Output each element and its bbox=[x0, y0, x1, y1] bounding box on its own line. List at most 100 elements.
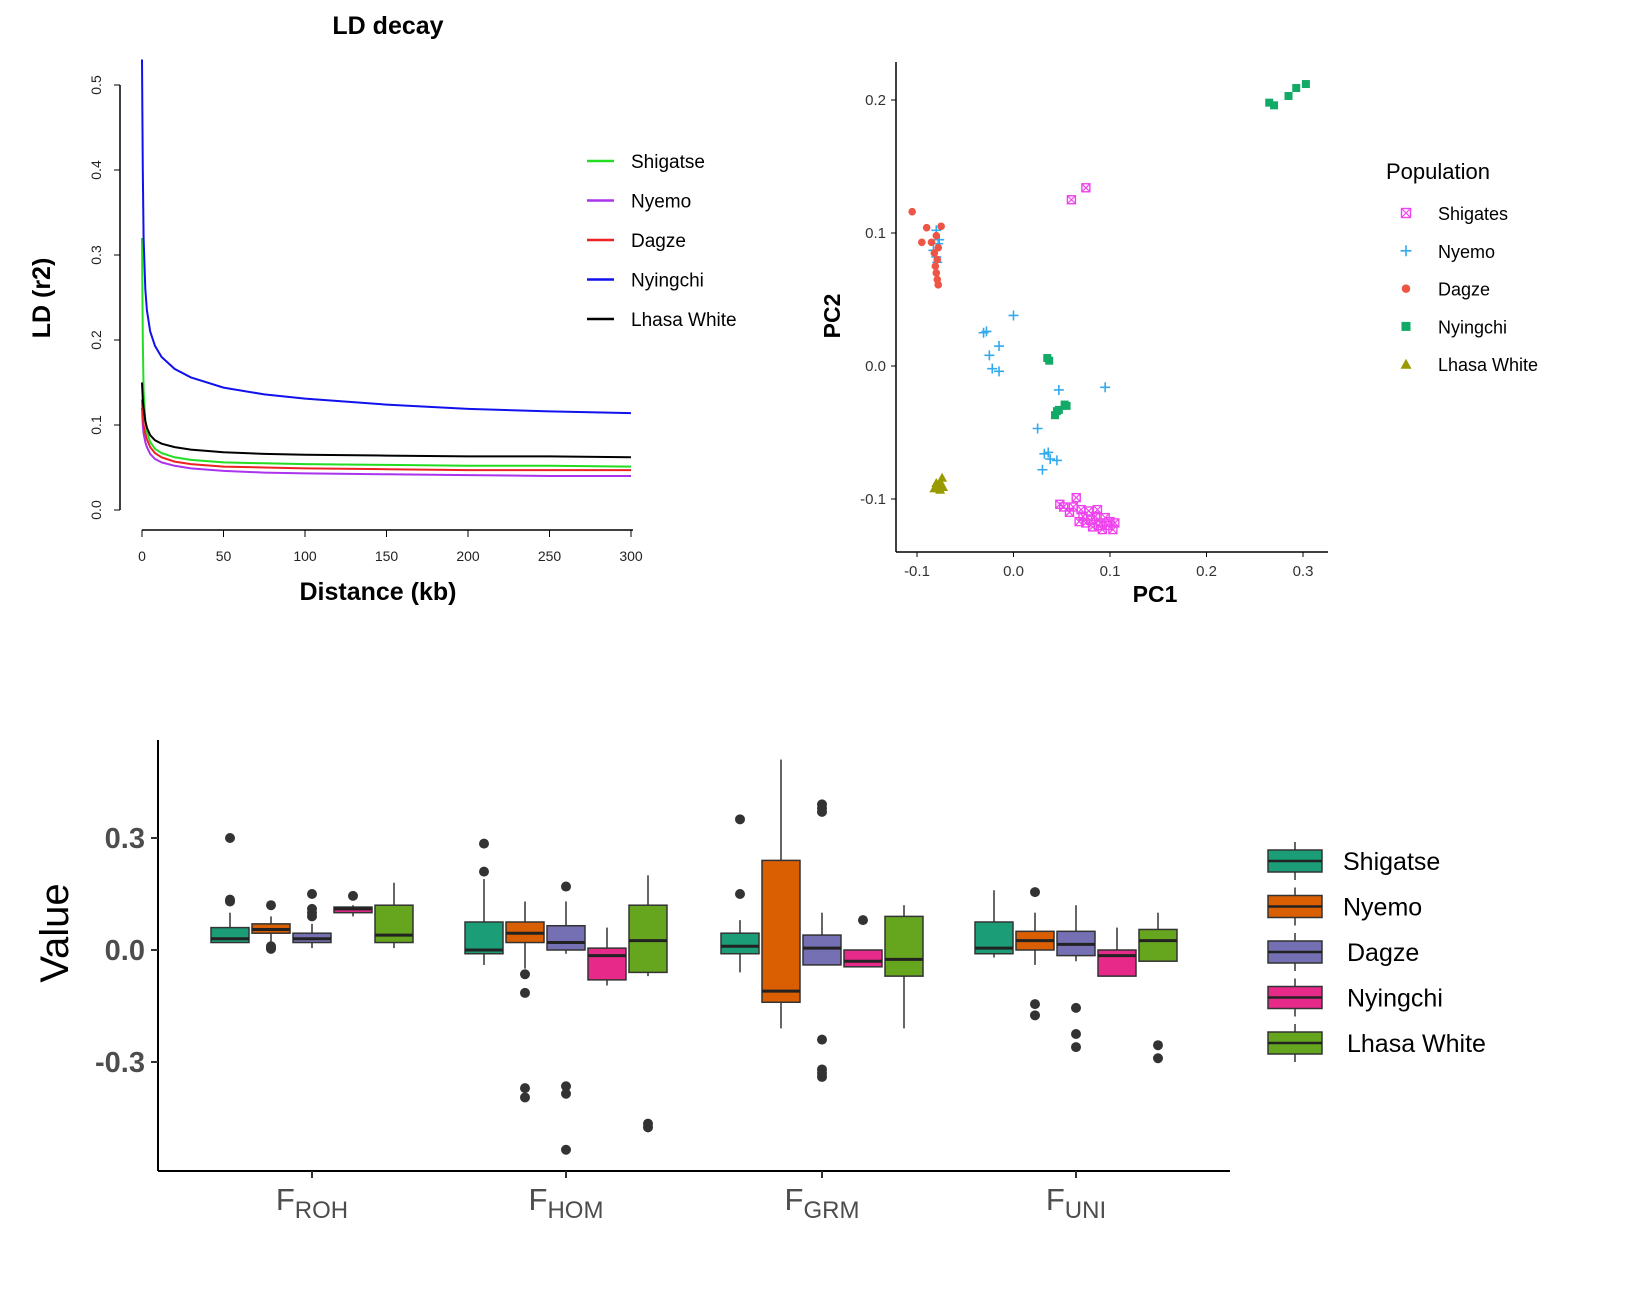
pca-point bbox=[1265, 98, 1274, 107]
box-legend-label: Nyemo bbox=[1343, 894, 1422, 922]
ld-y-tick-label: 0.3 bbox=[88, 245, 104, 265]
box-element bbox=[802, 799, 842, 1082]
ld-x-tick-label: 0 bbox=[138, 548, 146, 564]
box-outlier bbox=[561, 1088, 571, 1099]
box-outlier bbox=[307, 903, 317, 914]
ld-x-ticks: 0 50 100 150 200 250 300 bbox=[138, 530, 643, 564]
box-element bbox=[292, 889, 332, 949]
pca-point bbox=[1110, 518, 1120, 528]
box-outlier bbox=[1030, 1010, 1040, 1021]
box-outlier bbox=[561, 881, 571, 892]
box-outlier bbox=[479, 866, 489, 877]
box-outlier bbox=[817, 1071, 827, 1082]
ld-x-tick-label: 300 bbox=[619, 548, 643, 564]
box-legend-label: Lhasa White bbox=[1347, 1030, 1486, 1058]
pca-x-ticks: -0.1 0.0 0.1 0.2 0.3 bbox=[904, 552, 1313, 580]
pca-legend-key bbox=[1401, 321, 1411, 331]
box-element bbox=[546, 881, 586, 1155]
box-rect bbox=[374, 904, 414, 944]
box-element bbox=[1138, 912, 1178, 1064]
pca-point bbox=[1062, 401, 1071, 410]
pca-point bbox=[918, 238, 926, 247]
box-y-tick-label: 0.0 bbox=[105, 935, 145, 967]
ld-legend-label: Lhasa White bbox=[631, 310, 737, 331]
ld-y-tick-label: 0.4 bbox=[88, 160, 104, 180]
box-outlier bbox=[520, 1092, 530, 1103]
box-outlier bbox=[735, 814, 745, 825]
ld-x-label: Distance (kb) bbox=[300, 578, 457, 606]
box-rect bbox=[720, 932, 760, 955]
pca-legend-label: Nyingchi bbox=[1438, 317, 1507, 337]
box-outlier bbox=[307, 889, 317, 899]
ld-series-line bbox=[141, 407, 631, 477]
box-legend-item: Lhasa White bbox=[1267, 1024, 1486, 1062]
ld-x-tick-label: 100 bbox=[293, 548, 317, 564]
ld-lines bbox=[141, 59, 632, 477]
box-element bbox=[210, 833, 250, 944]
ld-legend-label: Nyemo bbox=[631, 192, 691, 213]
pca-point bbox=[1092, 504, 1103, 515]
ld-decay-svg: LD decay 0.0 0.1 0.2 0.3 0.4 0.5 0 50 100 150 200… bbox=[28, 12, 737, 606]
pca-svg: -0.1 0.0 0.1 0.2 -0.1 0.0 0.1 0.2 0.3 PC1 PC2 P… bbox=[819, 62, 1538, 607]
ld-y-tick-label: 0.5 bbox=[88, 75, 104, 95]
box-legend-item: Nyingchi bbox=[1267, 978, 1443, 1017]
box-element bbox=[884, 905, 924, 1029]
box-outlier bbox=[348, 890, 358, 901]
ld-x-tick-label: 150 bbox=[375, 548, 399, 564]
ld-decay-chart: LD decay 0.0 0.1 0.2 0.3 0.4 0.5 0 50 100 150 200… bbox=[0, 0, 800, 640]
box-outlier bbox=[817, 799, 827, 810]
box-rect bbox=[1097, 949, 1137, 977]
pca-x-tick-label: -0.1 bbox=[904, 563, 930, 580]
ld-y-label: LD (r2) bbox=[28, 258, 56, 339]
pca-point bbox=[1100, 382, 1111, 393]
pca-point bbox=[984, 350, 995, 361]
ld-series-line bbox=[141, 59, 632, 415]
box-rect bbox=[843, 949, 883, 968]
pca-points bbox=[908, 80, 1310, 535]
box-element bbox=[761, 759, 801, 1029]
pca-y-tick-label: 0.2 bbox=[865, 92, 886, 109]
pca-legend-label: Lhasa White bbox=[1438, 355, 1538, 375]
pca-point bbox=[1301, 80, 1310, 89]
pca-point bbox=[1032, 423, 1043, 434]
box-outlier bbox=[1071, 1002, 1081, 1013]
pca-legend-key bbox=[1400, 245, 1412, 257]
ld-x-tick-label: 200 bbox=[456, 548, 480, 564]
box-rect bbox=[802, 934, 842, 966]
pca-point bbox=[927, 238, 936, 247]
inbreeding-boxplot: 0.3 0.0 -0.3 FROH FHOM FGRM FUNI Value Shigat… bbox=[0, 680, 1631, 1299]
ld-x-tick-label: 250 bbox=[538, 548, 562, 564]
ld-legend-label: Nyingchi bbox=[631, 271, 704, 292]
box-outlier bbox=[735, 889, 745, 899]
box-outlier bbox=[479, 838, 489, 849]
box-y-ticks: 0.3 0.0 -0.3 bbox=[95, 823, 158, 1079]
box-x-tick-label: FGRM bbox=[785, 1182, 860, 1224]
pca-point bbox=[1270, 101, 1279, 110]
pca-legend-key bbox=[1401, 284, 1411, 293]
box-x-ticks: FROH FHOM FGRM FUNI bbox=[276, 1171, 1106, 1224]
box-rect bbox=[546, 924, 586, 951]
ld-series-line bbox=[141, 399, 631, 472]
pca-point bbox=[994, 341, 1005, 352]
pca-point bbox=[933, 255, 942, 264]
box-outlier bbox=[225, 894, 235, 905]
box-outlier bbox=[266, 900, 276, 911]
box-outlier bbox=[266, 943, 276, 954]
ld-title: LD decay bbox=[332, 12, 443, 40]
box-outlier bbox=[1030, 887, 1040, 898]
pca-point bbox=[931, 478, 942, 488]
pca-point bbox=[930, 249, 939, 257]
box-element bbox=[1056, 905, 1096, 1053]
box-outlier bbox=[1071, 1042, 1081, 1053]
ld-y-ticks: 0.0 0.1 0.2 0.3 0.4 0.5 bbox=[88, 75, 120, 520]
box-legend-item: Dagze bbox=[1267, 933, 1419, 971]
box-outlier bbox=[561, 1144, 571, 1155]
box-outlier bbox=[520, 1083, 530, 1094]
pca-point bbox=[934, 243, 943, 252]
pca-point bbox=[1074, 516, 1084, 527]
box-element bbox=[505, 901, 545, 1103]
box-element bbox=[464, 838, 504, 965]
pca-legend-key bbox=[1400, 207, 1412, 219]
box-y-tick-label: -0.3 bbox=[95, 1047, 145, 1079]
box-outlier bbox=[520, 987, 530, 998]
